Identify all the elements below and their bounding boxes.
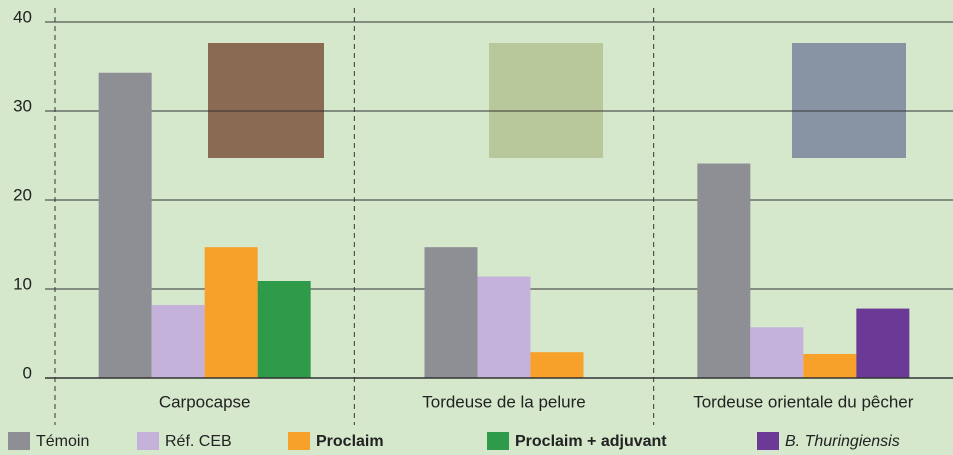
legend-label: Proclaim + adjuvant	[515, 433, 667, 450]
photo-carpocapse	[208, 43, 324, 158]
photo-tordeuse-pelure	[489, 43, 603, 158]
x-tick-label: Tordeuse orientale du pêcher	[693, 392, 914, 411]
y-tick-label: 20	[13, 185, 32, 204]
legend-label: Témoin	[36, 433, 89, 450]
y-tick-label: 30	[13, 96, 32, 115]
y-tick-label: 10	[13, 274, 32, 293]
bar	[531, 352, 584, 378]
bar	[99, 73, 152, 378]
bar	[205, 247, 258, 378]
bar	[478, 277, 531, 378]
legend-swatch	[8, 432, 30, 450]
legend-swatch	[137, 432, 159, 450]
legend-swatch	[487, 432, 509, 450]
legend-label: Proclaim	[316, 433, 384, 450]
photo-tordeuse-orientale	[792, 43, 906, 158]
x-tick-label: Carpocapse	[159, 392, 251, 411]
legend-label: B. Thuringiensis	[785, 433, 900, 450]
legend-label: Réf. CEB	[165, 433, 232, 450]
x-tick-label: Tordeuse de la pelure	[422, 392, 586, 411]
bar	[856, 309, 909, 378]
bar	[803, 354, 856, 378]
legend-swatch	[288, 432, 310, 450]
chart: 0 10 20 30 40 Carpocapse Tordeuse de la pelure…	[0, 0, 953, 455]
bar	[258, 281, 311, 378]
bar	[750, 327, 803, 378]
legend-swatch	[757, 432, 779, 450]
y-tick-label: 40	[13, 7, 32, 26]
bar	[425, 247, 478, 378]
y-tick-label: 0	[23, 363, 32, 382]
bar	[152, 305, 205, 378]
bar	[697, 164, 750, 378]
